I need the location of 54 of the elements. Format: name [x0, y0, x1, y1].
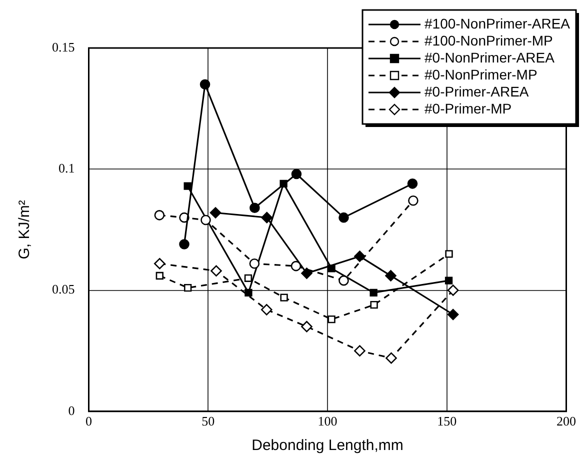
legend-label: #100-NonPrimer-AREA: [424, 15, 571, 32]
point: [154, 258, 166, 270]
point: [250, 202, 260, 214]
y-tick-label: 0.1: [58, 160, 75, 176]
x-tick-label: 100: [318, 414, 338, 429]
point: [210, 265, 222, 277]
point: [184, 182, 192, 190]
point: [370, 300, 378, 309]
x-tick-label: 0: [86, 414, 92, 429]
point: [244, 288, 252, 297]
x-tick-label: 150: [437, 414, 457, 429]
point: [386, 352, 397, 364]
point: [156, 272, 164, 280]
point: [291, 168, 302, 180]
point: [200, 79, 210, 90]
point: [445, 250, 453, 258]
point: [200, 214, 211, 226]
point: [354, 250, 366, 262]
x-axis-title: Debonding Length,mm: [252, 437, 404, 454]
point: [447, 284, 459, 296]
point: [244, 274, 252, 282]
point: [261, 212, 273, 224]
point: [280, 294, 288, 302]
point: [408, 195, 418, 206]
x-tick-label: 50: [202, 414, 215, 429]
point: [354, 345, 366, 356]
point: [179, 239, 190, 250]
legend-label: #0-Primer-MP: [424, 100, 512, 116]
legend-label: #0-NonPrimer-AREA: [424, 49, 556, 66]
point: [370, 288, 378, 297]
point: [301, 268, 312, 279]
point: [301, 320, 312, 332]
point: [184, 284, 192, 292]
legend-label: #0-Primer-AREA: [424, 83, 530, 100]
y-axis-title: G, KJ/m²: [16, 200, 34, 260]
point: [249, 258, 260, 269]
y-tick-label: 0.15: [52, 39, 75, 54]
point: [154, 210, 165, 220]
y-tick-label: 0: [68, 402, 75, 418]
point: [338, 212, 349, 223]
point: [447, 308, 459, 320]
point: [444, 276, 453, 284]
point: [328, 264, 336, 272]
y-tick-label: 0.05: [52, 282, 75, 297]
point: [338, 275, 349, 286]
point: [328, 316, 336, 324]
point: [407, 178, 418, 189]
point: [385, 270, 396, 282]
point: [210, 207, 222, 218]
x-tick-label: 200: [556, 414, 576, 429]
point: [290, 260, 302, 272]
point: [260, 304, 272, 316]
legend-label: #100-NonPrimer-MP: [424, 32, 553, 48]
legend-label: #0-NonPrimer-MP: [424, 66, 538, 82]
